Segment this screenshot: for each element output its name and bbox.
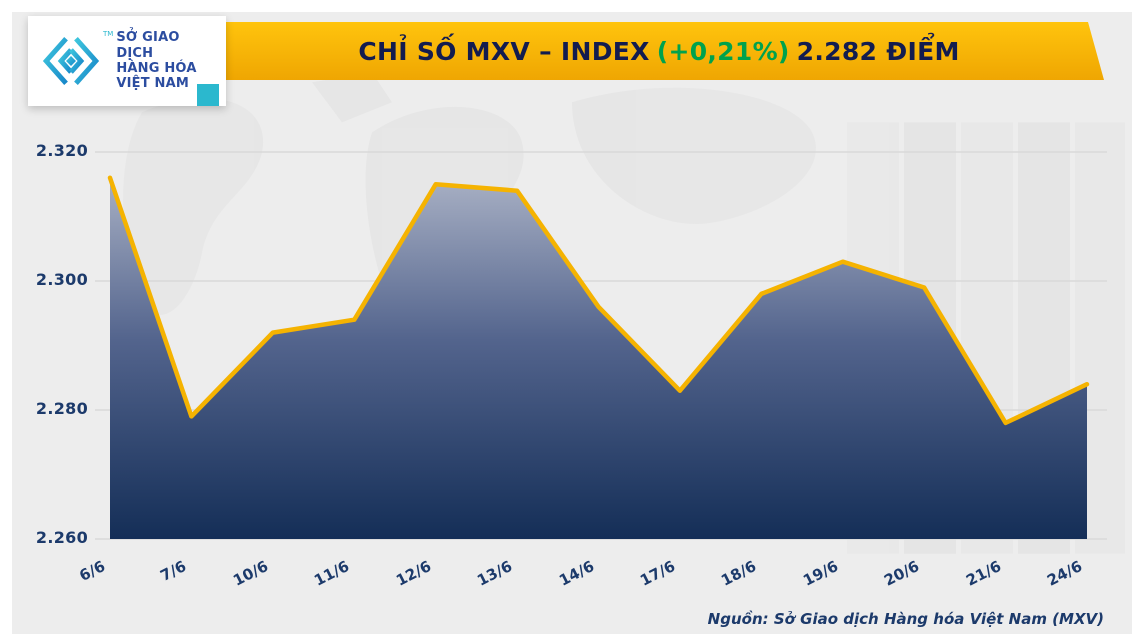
x-axis-label: 17/6 <box>637 556 678 590</box>
mxv-logo-card: TM SỞ GIAO DỊCH HÀNG HÓA VIỆT NAM <box>28 16 226 106</box>
y-axis-labels: 2.320 2.300 2.280 2.260 <box>18 138 88 547</box>
x-axis-label: 12/6 <box>392 556 434 590</box>
title-points: 2.282 ĐIỂM <box>796 36 960 66</box>
chart-background: 2.320 2.300 2.280 2.260 6/6 7/6 10/6 11/6 12/6 1… <box>12 12 1132 634</box>
x-axis-label: 24/6 <box>1044 556 1086 590</box>
teal-accent-square <box>197 84 219 106</box>
x-axis-label: 18/6 <box>718 556 760 590</box>
x-axis-labels: 6/6 7/6 10/6 11/6 12/6 13/6 14/6 17/6 18/6 19/6 20… <box>76 546 1107 610</box>
logo-text: SỞ GIAO DỊCH HÀNG HÓA VIỆT NAM <box>116 30 218 91</box>
x-axis-label: 11/6 <box>311 556 353 590</box>
x-axis-label: 7/6 <box>157 556 190 585</box>
y-axis-label: 2.300 <box>35 270 88 289</box>
x-axis-label: 13/6 <box>474 556 516 590</box>
y-axis-label: 2.280 <box>35 399 88 418</box>
mxv-diamond-logo-icon <box>42 37 100 85</box>
y-axis-label: 2.320 <box>35 141 88 160</box>
trademark-symbol: TM <box>103 30 114 38</box>
logo-line-2: HÀNG HÓA <box>116 61 197 76</box>
x-axis-label: 19/6 <box>799 556 841 590</box>
logo-line-3: VIỆT NAM <box>116 76 189 92</box>
chart-title: CHỈ SỐ MXV – INDEX (+0,21%) 2.282 ĐIỂM <box>358 37 959 66</box>
x-axis-label: 10/6 <box>229 556 271 590</box>
y-axis-label: 2.260 <box>35 528 88 547</box>
x-axis-label: 14/6 <box>555 556 597 590</box>
area-fill <box>110 177 1087 540</box>
index-line <box>107 175 1090 426</box>
x-axis-label: 21/6 <box>962 556 1004 590</box>
header-banner: CHỈ SỐ MXV – INDEX (+0,21%) 2.282 ĐIỂM <box>214 22 1104 80</box>
x-axis-label: 20/6 <box>881 556 923 590</box>
title-main: CHỈ SỐ MXV – INDEX <box>358 36 650 66</box>
title-change: (+0,21%) <box>656 36 790 66</box>
mxv-index-chart <box>95 151 1107 540</box>
logo-line-1: SỞ GIAO DỊCH <box>116 30 180 61</box>
source-credit: Nguồn: Sở Giao dịch Hàng hóa Việt Nam (M… <box>707 610 1104 628</box>
